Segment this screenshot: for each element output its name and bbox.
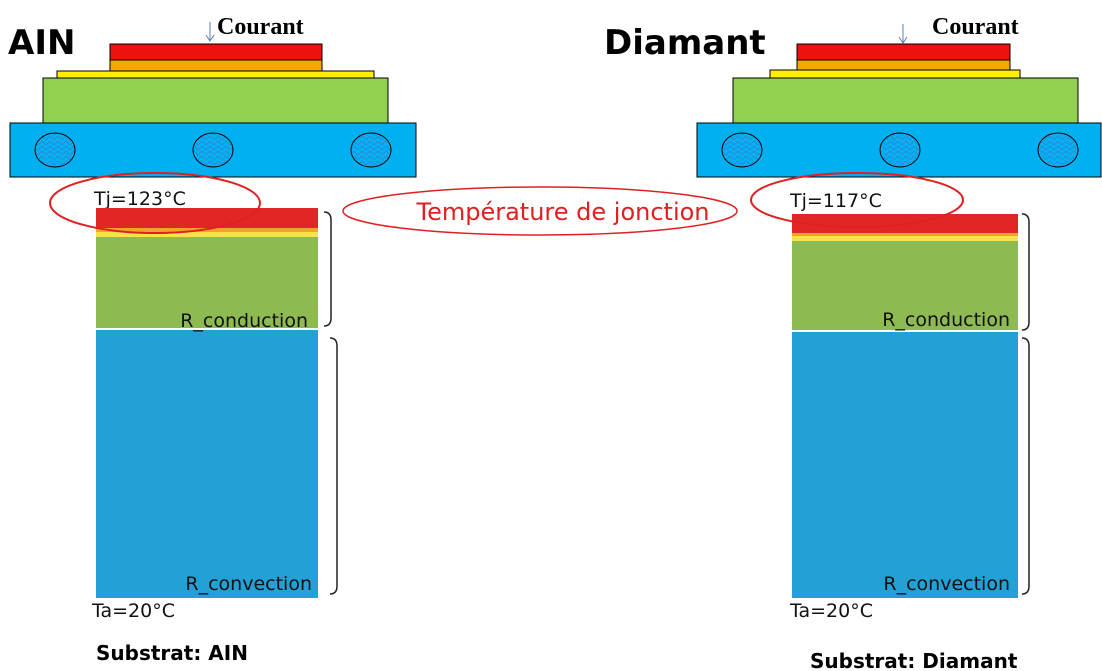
substrate-block: [42, 77, 389, 124]
highlight-ellipse: [49, 172, 261, 234]
coolant-channel: [34, 132, 76, 168]
bracket: [329, 337, 338, 595]
bracket: [323, 211, 332, 327]
layer-solder: [792, 233, 1018, 236]
bracket: [1021, 337, 1030, 595]
solder: [109, 59, 323, 72]
panel-right: Diamant Courant Tj=117°C R_conduction R_…: [604, 14, 1102, 671]
current-arrowhead: [898, 36, 908, 44]
layer-cooler: [792, 332, 1018, 598]
panel-title: AIN: [8, 23, 75, 63]
r-conduction: R_conduction: [180, 310, 308, 332]
coolant-channel: [350, 132, 392, 168]
center-ellipse: [342, 186, 738, 236]
substrate-label: Substrat: Diamant: [810, 649, 1018, 671]
bracket: [1021, 213, 1030, 331]
layer-cooler: [96, 330, 318, 598]
layer-substrate: [96, 237, 318, 328]
current-label: Courant: [932, 14, 1019, 40]
chip: [109, 43, 323, 61]
r-convection: R_convection: [185, 573, 312, 595]
solder: [796, 59, 1011, 71]
coolant-channel: [1037, 132, 1079, 168]
layer-metal: [96, 232, 318, 237]
layer-substrate: [792, 241, 1018, 330]
junction-temp: Tj=123°C: [93, 188, 186, 210]
layer-chip: [96, 208, 318, 228]
r-convection: R_convection: [883, 573, 1010, 595]
metal-layer: [56, 70, 375, 79]
metal-layer: [769, 69, 1021, 79]
coolant-channel: [879, 132, 921, 168]
center-label: Température de jonction: [415, 198, 709, 226]
coolant-channel: [721, 132, 763, 168]
current-arrowhead: [205, 34, 215, 42]
chip: [796, 43, 1011, 61]
r-conduction: R_conduction: [882, 309, 1010, 331]
substrate-block: [732, 77, 1079, 124]
coolant-channel: [192, 132, 234, 168]
current-label: Courant: [217, 14, 304, 40]
substrate-label: Substrat: AIN: [96, 641, 248, 665]
panel-title: Diamant: [604, 23, 766, 63]
ambient-temp: Ta=20°C: [91, 600, 175, 622]
junction-temp: Tj=117°C: [789, 190, 882, 212]
highlight-ellipse: [750, 172, 964, 228]
panel-left: AIN Courant Tj=123°C R_conduction R_conv…: [8, 14, 417, 665]
layer-metal: [792, 236, 1018, 241]
ambient-temp: Ta=20°C: [789, 600, 873, 622]
